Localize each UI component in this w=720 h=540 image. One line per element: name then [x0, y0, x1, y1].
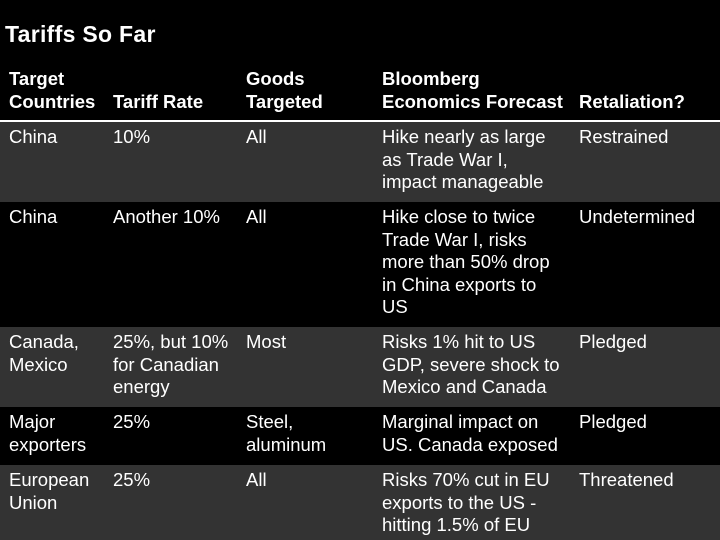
table-cell: Steel, aluminum — [246, 411, 327, 455]
table-row: European Union 25% All Risks 70% cut in … — [0, 465, 720, 540]
table-cell: Marginal impact on US. Canada exposed — [382, 411, 558, 455]
table-cell: Canada, Mexico — [9, 331, 79, 375]
table-cell: 25% — [113, 469, 151, 490]
table-cell: All — [246, 469, 267, 490]
table-row: Major exporters 25% Steel, aluminum Marg… — [0, 407, 720, 465]
table-cell: European Union — [9, 469, 90, 513]
table-cell: Pledged — [579, 411, 647, 432]
table-row: China Another 10% All Hike close to twic… — [0, 202, 720, 327]
table-cell: 10% — [113, 126, 151, 147]
table-cell: Restrained — [579, 126, 669, 147]
table-cell: Most — [246, 331, 287, 352]
table-cell: 25% — [113, 411, 151, 432]
table-cell: China — [9, 206, 58, 227]
table-header-row: Target Countries Tariff Rate Goods Targe… — [0, 63, 720, 122]
table-cell: Hike close to twice Trade War I, risks m… — [382, 206, 550, 317]
chart-title: Tariffs So Far — [5, 21, 156, 47]
column-header-target-countries: Target Countries — [9, 68, 96, 112]
table-cell: Threatened — [579, 469, 674, 490]
table-cell: Hike nearly as large as Trade War I, imp… — [382, 126, 546, 192]
table-row: China 10% All Hike nearly as large as Tr… — [0, 122, 720, 202]
table-cell: All — [246, 126, 267, 147]
column-header-tariff-rate: Tariff Rate — [113, 90, 204, 112]
table-cell: China — [9, 126, 58, 147]
table-cell: Undetermined — [579, 206, 696, 227]
table-cell: Risks 70% cut in EU exports to the US - … — [382, 469, 550, 535]
table-cell: Risks 1% hit to US GDP, severe shock to … — [382, 331, 560, 397]
table-cell: Major exporters — [9, 411, 87, 455]
column-header-retaliation: Retaliation? — [579, 90, 685, 112]
table-row: Canada, Mexico 25%, but 10% for Canadian… — [0, 327, 720, 407]
table-cell: Another 10% — [113, 206, 220, 227]
column-header-goods-targeted: Goods Targeted — [246, 68, 323, 112]
table-cell: All — [246, 206, 267, 227]
tariff-table: Target Countries Tariff Rate Goods Targe… — [0, 63, 720, 540]
table-cell: 25%, but 10% for Canadian energy — [113, 331, 229, 397]
table-cell: Pledged — [579, 331, 647, 352]
column-header-forecast: Bloomberg Economics Forecast — [382, 68, 563, 112]
